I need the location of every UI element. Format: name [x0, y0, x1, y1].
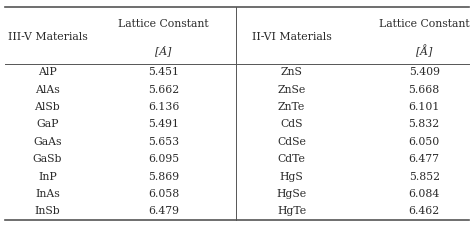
Text: ZnS: ZnS	[281, 67, 302, 77]
Text: [Å]: [Å]	[416, 45, 432, 57]
Text: HgS: HgS	[280, 172, 303, 182]
Text: Lattice Constant: Lattice Constant	[118, 19, 209, 29]
Text: CdS: CdS	[280, 119, 303, 129]
Text: InAs: InAs	[35, 189, 60, 199]
Text: ZnTe: ZnTe	[278, 102, 305, 112]
Text: CdSe: CdSe	[277, 137, 306, 147]
Text: 5.662: 5.662	[148, 85, 179, 95]
Text: 5.668: 5.668	[409, 85, 440, 95]
Text: II-VI Materials: II-VI Materials	[252, 32, 331, 42]
Text: AlSb: AlSb	[35, 102, 60, 112]
Text: 5.653: 5.653	[148, 137, 179, 147]
Text: 6.462: 6.462	[409, 207, 440, 217]
Text: GaSb: GaSb	[33, 154, 62, 164]
Text: 6.479: 6.479	[148, 207, 179, 217]
Text: 6.050: 6.050	[409, 137, 440, 147]
Text: 5.869: 5.869	[148, 172, 179, 182]
Text: 5.451: 5.451	[148, 67, 179, 77]
Text: 5.409: 5.409	[409, 67, 440, 77]
Text: InP: InP	[38, 172, 57, 182]
Text: 6.101: 6.101	[409, 102, 440, 112]
Text: 6.095: 6.095	[148, 154, 179, 164]
Text: GaAs: GaAs	[33, 137, 62, 147]
Text: 6.477: 6.477	[409, 154, 440, 164]
Text: 5.832: 5.832	[409, 119, 440, 129]
Text: 5.491: 5.491	[148, 119, 179, 129]
Text: 6.084: 6.084	[409, 189, 440, 199]
Text: InSb: InSb	[35, 207, 60, 217]
Text: 5.852: 5.852	[409, 172, 440, 182]
Text: Lattice Constant: Lattice Constant	[379, 19, 470, 29]
Text: GaP: GaP	[36, 119, 59, 129]
Text: [Ȧ]: [Ȧ]	[155, 46, 172, 57]
Text: HgTe: HgTe	[277, 207, 306, 217]
Text: III-V Materials: III-V Materials	[8, 32, 87, 42]
Text: AlAs: AlAs	[35, 85, 60, 95]
Text: 6.136: 6.136	[148, 102, 179, 112]
Text: 6.058: 6.058	[148, 189, 179, 199]
Text: AlP: AlP	[38, 67, 57, 77]
Text: ZnSe: ZnSe	[277, 85, 306, 95]
Text: CdTe: CdTe	[278, 154, 305, 164]
Text: HgSe: HgSe	[276, 189, 307, 199]
